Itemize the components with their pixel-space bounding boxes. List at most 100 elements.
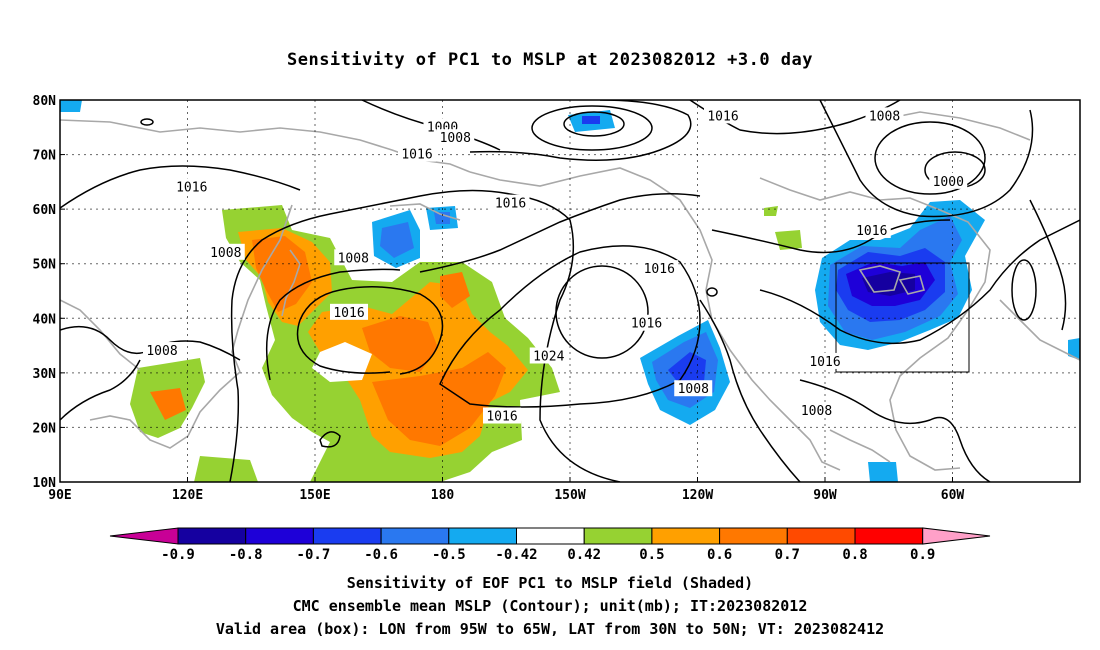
contour-label-text: 1016	[333, 306, 364, 321]
contour-label-bg	[797, 402, 836, 419]
colorbar-swatch	[719, 527, 788, 545]
colorbar-label: 0.42	[567, 547, 601, 563]
colorbar-label: -0.9	[161, 547, 195, 563]
contour-label-text: 1008	[440, 131, 471, 146]
contour-label: 1016	[627, 314, 666, 332]
contour-labels: 1000 1008 1016 1016 1016 1008 1008 1016 1008 1024…	[143, 107, 968, 425]
lon-tick-label: 90E	[48, 488, 71, 503]
contour-label: 1016	[483, 407, 521, 425]
contour-label-text: 1008	[338, 251, 369, 266]
shaded-sensitivity	[60, 100, 1080, 482]
contour-label: 1008	[143, 342, 181, 359]
caption-contour: CMC ensemble mean MSLP (Contour); unit(m…	[292, 597, 808, 615]
colorbar-label: 0.9	[910, 547, 935, 563]
lon-tick-label: 120E	[172, 488, 203, 503]
contour-label-text: 1008	[678, 382, 709, 397]
contour-label: 1000	[929, 172, 968, 190]
contour-label: 1016	[640, 260, 679, 277]
contour-label: 1016	[704, 107, 742, 124]
caption-shaded: Sensitivity of EOF PC1 to MSLP field (Sh…	[346, 574, 754, 592]
contour-label: 1016	[806, 352, 844, 370]
contour-label-bg	[172, 178, 211, 195]
colorbar-label: 0.8	[842, 547, 867, 563]
negative-sensitivity-area	[60, 100, 1080, 482]
map-title: Sensitivity of PC1 to MSLP at 2023082012…	[286, 50, 813, 70]
contour-label-bg	[704, 107, 742, 124]
contour-label-text: 1016	[401, 148, 432, 163]
contour-label-bg	[436, 129, 475, 146]
latitude-ticks: 80N 70N 60N 50N 40N 30N 20N 10N	[33, 94, 65, 491]
contour-label-text: 1016	[809, 355, 840, 370]
contour-label-text: 1008	[869, 109, 900, 124]
colorbar-swatch	[312, 527, 382, 545]
gridlines	[59, 99, 1080, 483]
colorbar-label: -0.5	[432, 547, 466, 563]
colorbar-swatch	[516, 527, 585, 545]
contour-label-bg	[143, 342, 181, 359]
lat-tick-label: 40N	[33, 312, 57, 327]
colorbar-label: -0.42	[495, 547, 537, 563]
contour-label-text: 1016	[707, 109, 738, 124]
longitude-ticks: 90E 120E 150E 180 150W 120W 90W 60W	[48, 477, 964, 503]
contour-label-text: 1016	[644, 262, 675, 277]
contour-label-bg	[529, 347, 568, 364]
lat-tick-label: 50N	[33, 258, 57, 273]
colorbar-label: -0.7	[297, 547, 331, 563]
contour-label: 1008	[206, 243, 245, 261]
sensitivity-map: 1000 1008 1016 1016 1016 1008 1008 1016 1008 1024…	[33, 94, 1081, 563]
mslp-contours	[60, 100, 1080, 482]
contour-label: 1008	[674, 380, 713, 397]
contour-label-bg	[206, 243, 245, 260]
lat-tick-label: 70N	[33, 149, 57, 164]
lon-tick-label: 90W	[813, 488, 837, 503]
colorbar-swatch	[583, 527, 653, 545]
contour-label: 1008	[797, 402, 836, 419]
colorbar-swatch	[380, 527, 450, 545]
contour-label-text: 1016	[176, 180, 207, 195]
colorbar-label: -0.6	[364, 547, 398, 563]
contour-label-bg	[334, 249, 373, 266]
colorbar-low-triangle	[109, 527, 179, 545]
colorbar: -0.9 -0.8 -0.7 -0.6 -0.5 -0.42 0.42 0.5 0.6 0.7 0.…	[109, 527, 991, 563]
lat-tick-label: 10N	[33, 476, 57, 491]
contour-label: 1016	[172, 178, 211, 195]
contour-label-text: 1016	[631, 317, 662, 332]
colorbar-label: 0.7	[775, 547, 800, 563]
lat-tick-label: 80N	[33, 94, 57, 109]
contour-label-text: 1000	[933, 175, 964, 190]
colorbar-label: 0.6	[707, 547, 732, 563]
contour-label-bg	[929, 172, 968, 189]
colorbar-swatch	[651, 527, 721, 545]
contour-label: 1016	[330, 303, 368, 321]
contour-label-bg	[806, 352, 844, 369]
colorbar-swatch	[448, 527, 517, 545]
lon-tick-label: 150W	[554, 488, 585, 503]
colorbar-high-triangle	[922, 527, 991, 545]
lon-tick-label: 150E	[299, 488, 330, 503]
contour-label: 1024	[529, 347, 568, 364]
contour-label-bg	[640, 260, 679, 277]
colorbar-swatch	[786, 527, 856, 545]
contour-label: 1008	[436, 129, 475, 146]
colorbar-swatch	[177, 527, 247, 545]
contour-label-bg	[491, 194, 530, 211]
colorbar-label: -0.8	[229, 547, 263, 563]
colorbar-label: 0.5	[639, 547, 664, 563]
lon-tick-label: 120W	[682, 488, 713, 503]
valid-area-box	[835, 262, 970, 373]
contour-label: 1008	[865, 107, 904, 124]
contour-label-text: 1008	[210, 246, 241, 261]
lat-tick-label: 30N	[33, 367, 57, 382]
positive-sensitivity-area	[130, 205, 802, 482]
contour-label-bg	[398, 145, 436, 162]
contour-label-bg	[627, 314, 666, 331]
contour-label-bg	[852, 221, 891, 238]
contour-label: 1016	[852, 221, 891, 239]
contour-label: 1016	[398, 145, 436, 163]
contour-label-text: 1008	[801, 404, 832, 419]
contour-label: 1008	[334, 249, 373, 266]
contour-label-bg	[865, 107, 904, 124]
contour-label-text: 1008	[146, 344, 177, 359]
contour-label-text: 1024	[533, 349, 564, 364]
contour-label: 1016	[491, 194, 530, 212]
